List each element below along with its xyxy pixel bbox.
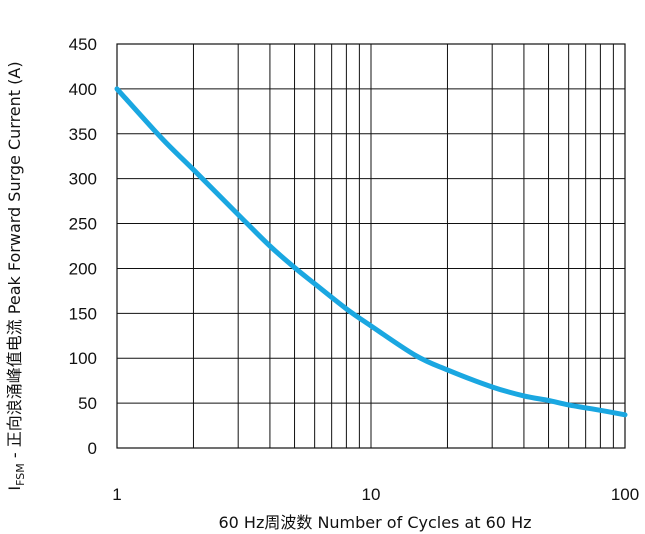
x-tick-labels: 1 10 100 bbox=[112, 485, 639, 504]
y-tick-label: 150 bbox=[69, 304, 97, 323]
y-axis-label-text: - 正向浪涌峰值电流 Peak Forward Surge Current (A… bbox=[5, 61, 24, 463]
y-tick-labels: 0 50 100 150 200 250 300 350 400 450 bbox=[69, 35, 97, 458]
y-tick-label: 0 bbox=[88, 439, 97, 458]
series-line bbox=[114, 86, 628, 418]
x-axis-label: 60 Hz周波数 Number of Cycles at 60 Hz bbox=[218, 513, 531, 532]
y-tick-label: 300 bbox=[69, 170, 97, 189]
y-tick-label: 100 bbox=[69, 349, 97, 368]
y-tick-label: 400 bbox=[69, 80, 97, 99]
y-axis-label-subscript: FSM bbox=[14, 463, 27, 486]
x-tick-label: 1 bbox=[112, 485, 121, 504]
y-tick-label: 450 bbox=[69, 35, 97, 54]
grid bbox=[117, 43, 625, 449]
plot-frame bbox=[116, 43, 626, 449]
y-axis-label: IFSM - 正向浪涌峰值电流 Peak Forward Surge Curre… bbox=[5, 61, 27, 490]
y-tick-label: 350 bbox=[69, 125, 97, 144]
y-tick-label: 50 bbox=[78, 394, 97, 413]
x-tick-label: 10 bbox=[362, 485, 381, 504]
y-tick-label: 200 bbox=[69, 259, 97, 278]
x-tick-label: 100 bbox=[611, 485, 639, 504]
y-axis-label-symbol: I bbox=[5, 486, 24, 491]
y-tick-label: 250 bbox=[69, 215, 97, 234]
